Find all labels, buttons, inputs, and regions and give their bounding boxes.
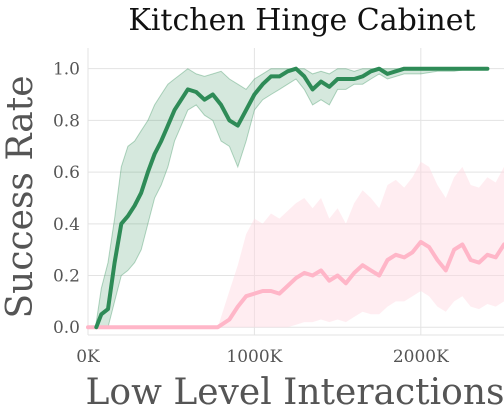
- series-1-line: [86, 239, 504, 330]
- y-axis-label: Success Rate: [0, 75, 41, 318]
- series-0-line: [94, 66, 490, 330]
- x-tick-label: 2000K: [393, 347, 449, 367]
- chart-title: Kitchen Hinge Cabinet: [128, 3, 475, 38]
- series-1-confidence-band: [88, 161, 504, 328]
- y-tick-label: 1.0: [53, 60, 80, 80]
- x-tick-label: 0K: [76, 347, 100, 367]
- band-layer: [88, 68, 504, 328]
- y-tick-label: 0.2: [53, 267, 80, 287]
- y-tick-label: 0.8: [53, 111, 80, 131]
- y-tick-label: 0.4: [53, 215, 80, 235]
- x-axis-label: Low Level Interactions: [86, 372, 504, 413]
- y-tick-label: 0.6: [53, 163, 80, 183]
- x-tick-label: 1000K: [226, 347, 282, 367]
- tick-layer: 0.0 0.2 0.4 0.6 0.8 1.0 0K 1000K 2000K: [53, 60, 449, 367]
- y-tick-label: 0.0: [53, 318, 80, 338]
- line-layer: [86, 66, 504, 330]
